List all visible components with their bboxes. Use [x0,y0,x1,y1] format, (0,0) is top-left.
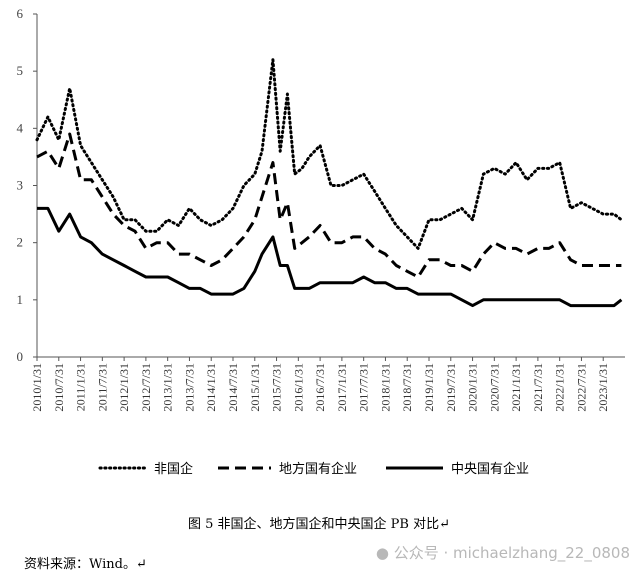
x-tick-label: 2019/1/31 [422,363,436,412]
y-tick-label: 4 [17,120,24,135]
x-tick-label: 2016/7/31 [313,363,327,412]
pb-comparison-chart: 0 1 2 3 4 5 6 2010/1/31 2010/7/31 2011/1/31 2011/7… [17,6,625,477]
legend-label: 非国企 [154,461,193,477]
x-tick-label: 2010/7/31 [52,363,66,412]
x-tick-label: 2011/1/31 [74,363,88,411]
series-line-solid [37,206,623,308]
x-tick-label: 2014/1/31 [204,363,218,412]
x-tick-label: 2012/1/31 [117,363,131,412]
x-tick-label: 2017/7/31 [357,363,371,412]
x-tick-label: 2022/7/31 [574,363,588,412]
x-tick-label: 2020/1/31 [466,363,480,412]
y-tick-label: 6 [17,6,24,21]
y-tick-label: 3 [17,178,24,193]
x-tick-label: 2021/7/31 [531,363,545,412]
source-note: 资料来源：Wind。↵ [24,557,147,572]
y-tick-label: 0 [17,349,24,364]
x-tick-label: 2013/1/31 [161,363,175,412]
y-tick-label: 5 [17,63,24,78]
series-line-dashed [36,132,622,279]
x-tick-label: 2022/1/31 [553,363,567,412]
y-tick-label: 2 [17,235,24,250]
series-line-dotted [35,58,623,250]
x-tick-label: 2023/1/31 [596,363,610,412]
x-tick-label: 2011/7/31 [95,363,109,411]
x-tick-label: 2018/1/31 [378,363,392,412]
figure-caption: 图 5 非国企、地方国企和中央国企 PB 对比↵ [188,517,450,532]
legend-label: 中央国有企业 [451,461,529,477]
watermark-text: 公众号 · michaelzhang_22_0808 [393,544,630,562]
x-tick-label: 2016/1/31 [291,363,305,412]
y-tick-label: 1 [17,292,24,307]
x-tick-label: 2012/7/31 [139,363,153,412]
x-tick-label: 2021/1/31 [509,363,523,412]
watermark: ● 公众号 · michaelzhang_22_0808 [376,542,630,563]
x-tick-label: 2015/1/31 [248,363,262,412]
wechat-icon: ● [375,544,389,562]
x-tick-label: 2015/7/31 [270,363,284,412]
x-tick-label: 2017/1/31 [335,363,349,412]
x-tick-label: 2013/7/31 [182,363,196,412]
legend-label: 地方国有企业 [279,461,357,477]
x-tick-label: 2010/1/31 [30,363,44,412]
x-tick-label: 2020/7/31 [487,363,501,412]
x-tick-label: 2019/7/31 [444,363,458,412]
x-tick-label: 2018/7/31 [400,363,414,412]
x-tick-label: 2014/7/31 [226,363,240,412]
